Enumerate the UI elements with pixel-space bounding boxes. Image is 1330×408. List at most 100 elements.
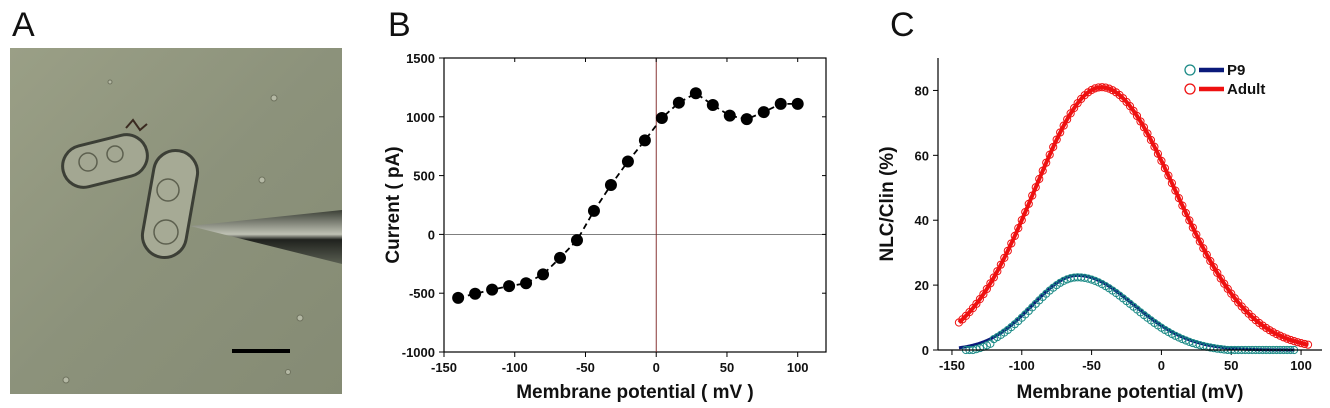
y-tick-label: 0 bbox=[922, 343, 929, 358]
stereocilia bbox=[125, 118, 148, 132]
adult-data-point bbox=[1038, 166, 1047, 175]
y-tick-label: 1000 bbox=[406, 110, 435, 125]
adult-data-point bbox=[1157, 156, 1166, 166]
y-tick-label: 20 bbox=[915, 278, 929, 293]
adult-data-point bbox=[1202, 250, 1211, 259]
x-axis-title: Membrane potential (mV) bbox=[1017, 382, 1244, 403]
adult-data-point bbox=[1167, 178, 1176, 188]
y-tick-label: 40 bbox=[915, 213, 929, 228]
adult-data-point bbox=[1143, 129, 1152, 138]
adult-data-point bbox=[1021, 207, 1030, 217]
legend-label-adult: Adult bbox=[1227, 81, 1265, 98]
adult-data-point bbox=[993, 267, 1002, 276]
adult-data-point bbox=[1153, 149, 1163, 158]
adult-data-point bbox=[1195, 237, 1204, 246]
x-tick-label: 0 bbox=[653, 360, 660, 375]
adult-data-point bbox=[1164, 171, 1173, 180]
adult-data-point bbox=[1049, 142, 1058, 152]
panel-letter-b: B bbox=[388, 6, 411, 44]
patch-pipette bbox=[190, 210, 342, 264]
y-tick-label: 0 bbox=[428, 227, 435, 242]
p9-data-point bbox=[975, 343, 984, 353]
iv-data-point bbox=[638, 134, 651, 147]
adult-data-point bbox=[1010, 231, 1019, 240]
adult-data-point bbox=[1282, 334, 1292, 343]
panel-letter-a: A bbox=[12, 6, 35, 44]
adult-data-point bbox=[1174, 194, 1183, 203]
iv-data-point bbox=[469, 287, 482, 300]
iv-data-point bbox=[621, 155, 634, 168]
iv-data-point bbox=[774, 97, 787, 110]
iv-data-point bbox=[672, 96, 685, 109]
y-axis-title: NLC/Clin (%) bbox=[877, 146, 898, 261]
adult-data-point bbox=[1059, 121, 1068, 130]
iv-data-point bbox=[537, 268, 550, 281]
adult-data-point bbox=[1146, 135, 1156, 145]
adult-data-point bbox=[1185, 216, 1194, 225]
debris-particles bbox=[62, 79, 304, 384]
x-tick-label: -150 bbox=[939, 358, 965, 373]
adult-data-point bbox=[1045, 150, 1054, 159]
x-tick-label: 50 bbox=[720, 360, 734, 375]
nlc-chart: -150 -100 -50 0 50 100 0 20 40 60 80 Membrane poten… bbox=[877, 58, 1322, 403]
adult-data-point bbox=[1063, 115, 1072, 124]
adult-data-point bbox=[1017, 216, 1026, 225]
scale-bar bbox=[232, 349, 290, 353]
adult-data-point bbox=[1300, 339, 1309, 349]
adult-data-point bbox=[1031, 183, 1040, 192]
iv-data-point bbox=[689, 87, 702, 100]
x-tick-label: -50 bbox=[1082, 358, 1101, 373]
y-tick-label: -500 bbox=[409, 286, 435, 301]
iv-data-point bbox=[520, 277, 533, 290]
legend-marker-adult bbox=[1184, 83, 1196, 95]
iv-data-point bbox=[706, 99, 719, 112]
p9-data-point bbox=[1178, 334, 1187, 344]
adult-data-point bbox=[1035, 174, 1044, 184]
iv-data-point bbox=[757, 106, 770, 119]
x-tick-label: 100 bbox=[787, 360, 809, 375]
iv-data-point bbox=[587, 204, 600, 217]
adult-data-point bbox=[1101, 83, 1110, 92]
iv-chart: -150 -100 -50 0 50 100-1000-500050010001500Me… bbox=[383, 51, 827, 403]
p9-data-point bbox=[1087, 275, 1096, 284]
adult-data-point bbox=[1279, 333, 1288, 342]
x-axis-title: Membrane potential ( mV ) bbox=[516, 382, 754, 403]
adult-data-point bbox=[1303, 340, 1313, 349]
p9-data-point bbox=[1181, 336, 1190, 345]
adult-data-point bbox=[1181, 208, 1190, 218]
iv-data-point bbox=[503, 280, 516, 293]
iv-data-point bbox=[655, 111, 668, 124]
p9-fit-line bbox=[958, 273, 1295, 352]
adult-data-point bbox=[1056, 128, 1065, 137]
x-tick-label: -50 bbox=[576, 360, 595, 375]
iv-data-point bbox=[554, 251, 567, 264]
x-tick-label: -100 bbox=[1009, 358, 1035, 373]
adult-data-point bbox=[1192, 230, 1201, 239]
adult-data-point bbox=[989, 273, 998, 282]
hair-cell-right bbox=[140, 148, 200, 260]
adult-data-point bbox=[996, 260, 1005, 269]
iv-data-point bbox=[486, 283, 499, 296]
panel-letter-c: C bbox=[890, 6, 915, 44]
x-tick-label: -100 bbox=[502, 360, 528, 375]
adult-data-point bbox=[1014, 224, 1023, 233]
adult-data-point bbox=[1160, 164, 1170, 173]
x-tick-label: -150 bbox=[431, 360, 457, 375]
y-tick-label: -1000 bbox=[402, 345, 435, 360]
legend-marker-p9 bbox=[1184, 64, 1196, 76]
adult-data-point bbox=[1150, 142, 1159, 151]
plot-frame bbox=[443, 57, 827, 353]
adult-data-point bbox=[1007, 239, 1016, 248]
adult-data-point bbox=[1188, 223, 1197, 232]
hair-cell-left bbox=[61, 133, 149, 189]
adult-data-point bbox=[1139, 123, 1149, 132]
x-tick-label: 100 bbox=[1290, 358, 1312, 373]
legend-label-p9: P9 bbox=[1227, 62, 1245, 79]
x-tick-label: 0 bbox=[1158, 358, 1165, 373]
iv-data-point bbox=[604, 179, 617, 192]
iv-data-point bbox=[570, 234, 583, 247]
adult-data-point bbox=[1178, 201, 1187, 210]
adult-data-point bbox=[1206, 256, 1215, 266]
adult-data-point bbox=[1003, 246, 1012, 255]
